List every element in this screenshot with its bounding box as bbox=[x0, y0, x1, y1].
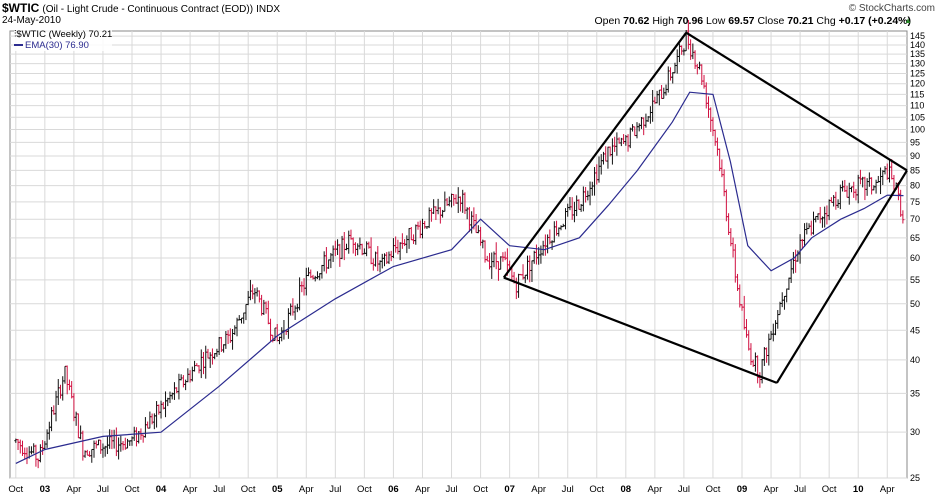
x-tick-label: 03 bbox=[40, 484, 51, 495]
y-tick-label: 50 bbox=[910, 299, 920, 309]
x-tick-label: Oct bbox=[589, 484, 604, 495]
close-value: 70.21 bbox=[787, 15, 814, 27]
symbol-description: (Oil - Light Crude - Continuous Contract… bbox=[42, 4, 254, 15]
low-value: 69.57 bbox=[728, 15, 755, 27]
x-tick-label: Oct bbox=[706, 484, 721, 495]
y-tick-label: 40 bbox=[910, 355, 920, 365]
y-tick-label: 60 bbox=[910, 253, 920, 263]
x-tick-label: 10 bbox=[853, 484, 864, 495]
y-tick-label: 145 bbox=[910, 31, 925, 41]
x-tick-label: Oct bbox=[357, 484, 372, 495]
exchange-label: INDX bbox=[256, 4, 280, 15]
x-tick-label: Apr bbox=[67, 484, 82, 495]
y-tick-label: 100 bbox=[910, 125, 925, 135]
y-tick-label: 140 bbox=[910, 40, 925, 50]
x-tick-label: 06 bbox=[388, 484, 399, 495]
x-tick-label: Oct bbox=[241, 484, 256, 495]
up-arrow-icon: ▲ bbox=[904, 16, 912, 25]
close-label: Close bbox=[757, 15, 785, 27]
x-tick-label: Jul bbox=[329, 484, 341, 495]
plot-area bbox=[9, 30, 908, 479]
x-tick-label: 04 bbox=[156, 484, 167, 495]
y-tick-label: 130 bbox=[910, 59, 925, 69]
trendline bbox=[503, 276, 778, 384]
x-tick-label: Jul bbox=[794, 484, 806, 495]
legend: ⫶$WTIC (Weekly) 70.21 EMA(30) 76.90 bbox=[14, 29, 113, 51]
x-tick-label: 08 bbox=[621, 484, 632, 495]
open-value: 70.62 bbox=[623, 15, 650, 27]
y-tick-label: 55 bbox=[910, 275, 920, 285]
low-label: Low bbox=[706, 15, 726, 27]
x-tick-label: Apr bbox=[647, 484, 662, 495]
legend-price: ⫶$WTIC (Weekly) 70.21 bbox=[14, 29, 112, 40]
brand-logo: © StockCharts.com bbox=[848, 3, 935, 14]
ema-swatch-icon bbox=[14, 44, 23, 47]
chg-value: +0.17 (+0.24%) bbox=[838, 15, 911, 27]
x-tick-label: Oct bbox=[8, 484, 23, 495]
bar-icon: ⫶ bbox=[14, 29, 17, 40]
trendline bbox=[775, 169, 908, 384]
y-tick-label: 95 bbox=[910, 137, 920, 147]
x-tick-label: Oct bbox=[473, 484, 488, 495]
x-tick-label: 09 bbox=[737, 484, 748, 495]
legend-price-label: $WTIC (Weekly) 70.21 bbox=[16, 29, 113, 40]
x-tick-label: Apr bbox=[299, 484, 314, 495]
x-tick-label: Oct bbox=[125, 484, 140, 495]
y-tick-label: 85 bbox=[910, 165, 920, 175]
x-tick-label: Apr bbox=[880, 484, 895, 495]
legend-ema: EMA(30) 76.90 bbox=[14, 40, 112, 51]
x-tick-label: Oct bbox=[822, 484, 837, 495]
y-tick-label: 120 bbox=[910, 79, 925, 89]
x-tick-label: Jul bbox=[562, 484, 574, 495]
x-tick-label: Apr bbox=[415, 484, 430, 495]
chg-label: Chg bbox=[816, 15, 836, 27]
legend-ema-label: EMA(30) 76.90 bbox=[25, 40, 89, 51]
y-tick-label: 125 bbox=[910, 68, 925, 78]
y-tick-label: 115 bbox=[910, 89, 924, 99]
y-tick-label: 75 bbox=[910, 197, 920, 207]
y-tick-label: 70 bbox=[910, 214, 920, 224]
x-tick-label: Jul bbox=[445, 484, 457, 495]
y-tick-label: 105 bbox=[910, 112, 925, 122]
ema-line bbox=[15, 91, 904, 464]
y-tick-label: 90 bbox=[910, 151, 920, 161]
open-label: Open bbox=[594, 15, 621, 27]
high-label: High bbox=[652, 15, 674, 27]
x-tick-label: Apr bbox=[531, 484, 546, 495]
y-tick-label: 135 bbox=[910, 49, 925, 59]
chart-title: $WTIC (Oil - Light Crude - Continuous Co… bbox=[2, 1, 280, 15]
trendline bbox=[502, 32, 688, 279]
y-tick-label: 110 bbox=[910, 101, 924, 111]
x-tick-label: 05 bbox=[272, 484, 283, 495]
y-tick-label: 65 bbox=[910, 233, 920, 243]
ohlc-readout: Open 70.62 High 70.96 Low 69.57 Close 70… bbox=[595, 15, 912, 27]
y-tick-label: 45 bbox=[910, 325, 920, 335]
x-tick-label: Jul bbox=[678, 484, 690, 495]
y-tick-label: 80 bbox=[910, 181, 920, 191]
y-tick-label: 30 bbox=[910, 427, 920, 437]
high-value: 70.96 bbox=[676, 15, 704, 27]
symbol-label: $WTIC bbox=[2, 1, 40, 15]
chart-date: 24-May-2010 bbox=[2, 15, 61, 26]
trendline bbox=[685, 31, 908, 172]
y-tick-label: 25 bbox=[910, 473, 920, 483]
x-tick-label: Apr bbox=[183, 484, 198, 495]
x-tick-label: Jul bbox=[97, 484, 109, 495]
x-tick-label: 07 bbox=[504, 484, 515, 495]
x-tick-label: Jul bbox=[213, 484, 225, 495]
x-tick-label: Apr bbox=[764, 484, 779, 495]
y-tick-label: 35 bbox=[910, 388, 920, 398]
